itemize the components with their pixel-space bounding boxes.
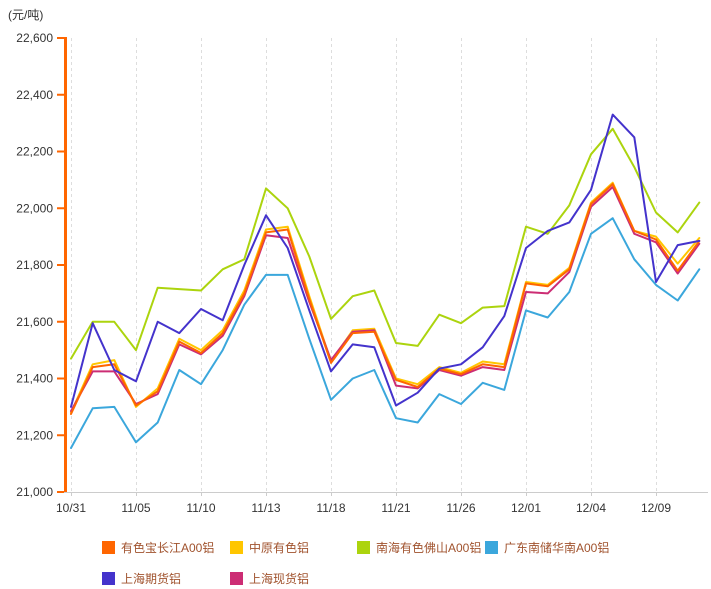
y-axis-tick-label: 22,000 xyxy=(16,201,53,215)
legend-item-label: 上海期货铝 xyxy=(121,571,182,586)
y-axis-tick-label: 21,000 xyxy=(16,485,53,499)
legend-item-广东南储华南A00铝[interactable]: 广东南储华南A00铝 xyxy=(485,540,702,555)
legend-swatch-icon xyxy=(230,571,243,585)
y-axis-tick xyxy=(57,37,64,39)
legend-item-上海现货铝[interactable]: 上海现货铝 xyxy=(230,571,357,586)
legend-swatch-icon xyxy=(102,540,115,554)
y-axis-tick-label: 22,200 xyxy=(16,145,53,159)
y-axis-tick xyxy=(57,93,64,96)
legend-item-label: 广东南储华南A00铝 xyxy=(504,540,610,555)
x-axis-tick-label: 12/04 xyxy=(576,501,606,515)
y-axis-tick xyxy=(57,377,64,380)
legend-item-label: 南海有色佛山A00铝 xyxy=(376,540,482,555)
y-axis-tick xyxy=(57,320,64,323)
x-axis-tick-label: 11/13 xyxy=(251,501,280,515)
legend-item-label: 有色宝长江A00铝 xyxy=(121,540,215,555)
y-axis-tick-label: 22,600 xyxy=(16,31,53,45)
y-axis-unit-label: (元/吨) xyxy=(8,8,44,22)
legend-swatch-icon xyxy=(485,540,498,554)
legend-item-有色宝长江A00铝[interactable]: 有色宝长江A00铝 xyxy=(102,540,230,555)
y-axis-tick xyxy=(57,264,64,266)
series-line-南海有色佛山A00铝 xyxy=(70,127,701,360)
y-axis-tick xyxy=(57,491,64,493)
series-line-有色宝长江A00铝 xyxy=(70,183,701,415)
legend-item-label: 上海现货铝 xyxy=(249,571,310,586)
plot-area: 10/31 11/05 11/10 11/13 11/18 11/21 11/26 12/01… xyxy=(16,31,708,515)
x-axis-tick-label: 11/10 xyxy=(186,501,215,515)
y-axis-tick-label: 21,400 xyxy=(16,372,53,386)
legend-swatch-icon xyxy=(230,540,243,554)
series-line-广东南储华南A00铝 xyxy=(70,217,701,449)
y-axis-line xyxy=(64,37,67,492)
legend-swatch-icon xyxy=(357,540,370,554)
y-axis-tick-label: 21,200 xyxy=(16,428,53,442)
chart-legend: 有色宝长江A00铝 中原有色铝 南海有色佛山A00铝 广东南储华南A00铝上海期货铝 上… xyxy=(102,540,702,586)
legend-item-label: 中原有色铝 xyxy=(249,540,310,555)
y-axis-tick-label: 22,400 xyxy=(16,88,53,102)
x-axis-tick-label: 10/31 xyxy=(56,501,86,515)
y-axis-tick-label: 21,800 xyxy=(16,258,53,272)
x-axis-tick-label: 11/26 xyxy=(446,501,475,515)
series-line-上海期货铝 xyxy=(70,113,701,408)
y-axis-tick xyxy=(57,150,64,153)
x-axis-tick-label: 11/21 xyxy=(381,501,410,515)
legend-swatch-icon xyxy=(102,571,115,585)
x-axis-tick-label: 12/01 xyxy=(511,501,541,515)
x-axis-tick-label: 12/09 xyxy=(641,501,671,515)
x-axis-tick-label: 11/05 xyxy=(121,501,150,515)
legend-item-中原有色铝[interactable]: 中原有色铝 xyxy=(230,540,357,555)
x-axis-tick-label: 11/18 xyxy=(316,501,345,515)
y-axis-tick xyxy=(57,207,64,210)
legend-item-上海期货铝[interactable]: 上海期货铝 xyxy=(102,571,230,586)
y-axis-tick-label: 21,600 xyxy=(16,315,53,329)
y-axis-tick xyxy=(57,434,64,437)
legend-item-南海有色佛山A00铝[interactable]: 南海有色佛山A00铝 xyxy=(357,540,485,555)
